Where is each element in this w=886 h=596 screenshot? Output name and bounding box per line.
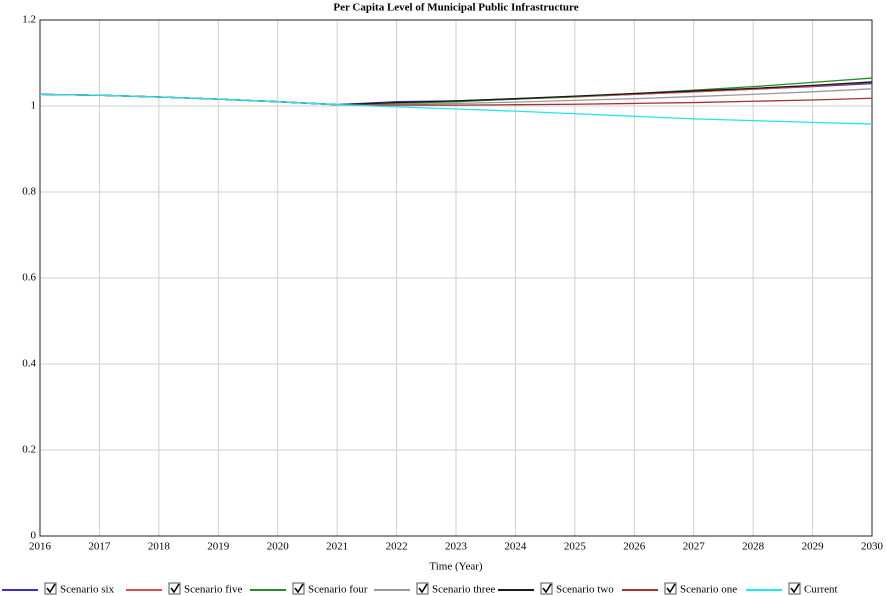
x-tick-label: 2019 bbox=[207, 541, 230, 553]
legend-checkbox[interactable] bbox=[788, 582, 801, 595]
legend-checkmark bbox=[294, 583, 304, 594]
x-tick-label: 2016 bbox=[29, 541, 52, 553]
legend-checkmark bbox=[666, 583, 676, 594]
x-tick-label: 2024 bbox=[504, 541, 527, 553]
x-tick-label: 2018 bbox=[148, 541, 171, 553]
legend-label: Scenario five bbox=[184, 584, 242, 596]
legend-checkbox[interactable] bbox=[540, 582, 553, 595]
legend-checkbox[interactable] bbox=[416, 582, 429, 595]
x-tick-label: 2028 bbox=[742, 541, 765, 553]
x-axis-label: Time (Year) bbox=[429, 561, 483, 573]
legend-label: Scenario four bbox=[308, 584, 368, 596]
x-tick-label: 2025 bbox=[564, 541, 587, 553]
y-tick-label: 0 bbox=[31, 530, 37, 542]
y-tick-label: 0.4 bbox=[22, 358, 36, 370]
legend-checkbox[interactable] bbox=[664, 582, 677, 595]
x-tick-label: 2023 bbox=[445, 541, 468, 553]
x-tick-label: 2020 bbox=[267, 541, 290, 553]
legend-label: Scenario six bbox=[60, 584, 115, 596]
y-tick-label: 0.6 bbox=[22, 272, 36, 284]
legend-label: Scenario one bbox=[680, 584, 737, 596]
x-tick-label: 2026 bbox=[623, 541, 646, 553]
x-tick-label: 2029 bbox=[802, 541, 825, 553]
y-tick-label: 1.2 bbox=[22, 14, 36, 26]
legend-label: Scenario two bbox=[556, 584, 614, 596]
legend-checkmark bbox=[46, 583, 56, 594]
legend-checkmark bbox=[418, 583, 428, 594]
series-line bbox=[39, 93, 873, 125]
x-tick-label: 2027 bbox=[683, 541, 706, 553]
legend-checkmark bbox=[790, 583, 800, 594]
legend-label: Current bbox=[804, 584, 838, 596]
x-tick-label: 2022 bbox=[386, 541, 408, 553]
y-tick-label: 0.2 bbox=[22, 444, 36, 456]
x-tick-label: 2017 bbox=[88, 541, 111, 553]
plot-frame bbox=[39, 19, 873, 537]
legend-label: Scenario three bbox=[432, 584, 495, 596]
x-tick-label: 2030 bbox=[861, 541, 884, 553]
chart-title: Per Capita Level of Municipal Public Inf… bbox=[333, 2, 578, 14]
legend-checkmark bbox=[170, 583, 180, 594]
y-tick-label: 1 bbox=[31, 100, 37, 112]
legend-checkbox[interactable] bbox=[44, 582, 57, 595]
legend-checkbox[interactable] bbox=[168, 582, 181, 595]
y-tick-label: 0.8 bbox=[22, 186, 36, 198]
x-tick-label: 2021 bbox=[326, 541, 348, 553]
legend-checkbox[interactable] bbox=[292, 582, 305, 595]
legend-checkmark bbox=[542, 583, 552, 594]
